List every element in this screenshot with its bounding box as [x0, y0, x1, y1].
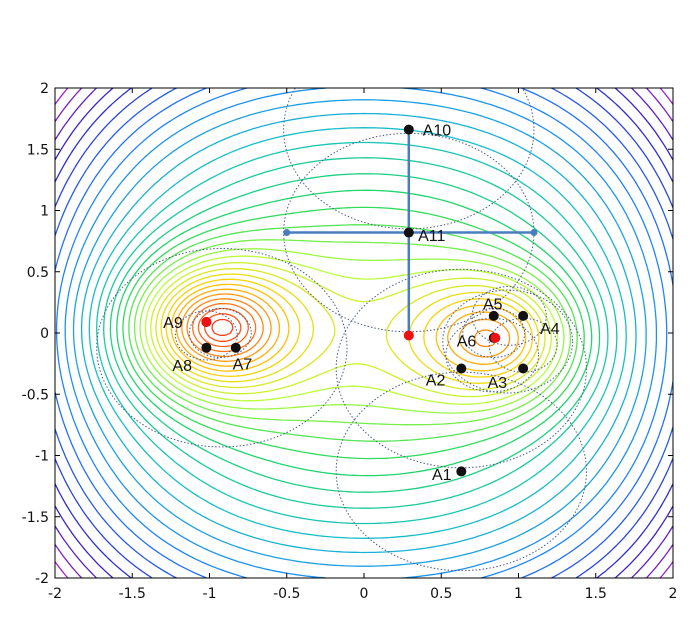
- x-tick-label: 0: [360, 586, 369, 602]
- contour-level-28: [55, 88, 673, 578]
- point-a10: [403, 124, 414, 135]
- y-tick-label: 0.5: [27, 265, 49, 281]
- y-tick-label: 2: [40, 81, 49, 97]
- dotted-circle-1: [283, 88, 535, 230]
- contour-level-2: [204, 313, 242, 342]
- contour-level-18: [116, 189, 593, 477]
- point-label-a9: A9: [163, 315, 183, 332]
- contour-level-7: [175, 288, 519, 367]
- x-tick-label: -1.5: [119, 586, 146, 602]
- data-points: A1 A2 A3 A4 A5 A6 A7 A8 A9 A10 A11: [163, 123, 560, 484]
- point-label-a2: A2: [426, 373, 446, 390]
- point-label-a3: A3: [488, 375, 508, 392]
- y-tick-label: -1: [35, 449, 49, 465]
- dotted-circle-5: [96, 247, 348, 448]
- point-label-a6: A6: [457, 333, 477, 350]
- y-tick-label: -0.5: [22, 387, 49, 403]
- point-a5: [488, 310, 499, 321]
- line-endpoint-1: [283, 229, 291, 237]
- dotted-circle-8: [462, 308, 526, 358]
- axes: -2 -1.5 -1 -0.5 0 0.5 1 1.5 2 2 1.5 1 0.5 0 -0.5 -1 -1.5…: [22, 81, 678, 602]
- y-tick-label: -1.5: [22, 510, 49, 526]
- contour-level-8: [170, 283, 527, 372]
- center-point-2: [403, 330, 414, 341]
- contour-level-19: [109, 173, 601, 493]
- contour-level-29: [55, 88, 673, 578]
- dotted-circle-7: [188, 308, 252, 358]
- y-tick-label: 1: [40, 204, 49, 220]
- point-a8: [201, 342, 212, 353]
- plot-area: [55, 88, 673, 578]
- contour-level-13: [144, 255, 559, 405]
- y-tick-label: 0: [40, 326, 49, 342]
- contour-level-25: [64, 88, 658, 578]
- contour-level-9: [165, 278, 533, 378]
- x-tick-label: 0.5: [430, 586, 452, 602]
- contour-level-27: [55, 88, 673, 578]
- contour-level-23: [80, 112, 637, 554]
- line-endpoint-2: [530, 229, 538, 237]
- point-label-a10: A10: [423, 123, 452, 140]
- x-tick-label: -1: [203, 586, 217, 602]
- contour-level-34: [55, 88, 673, 578]
- dotted-circle-12: [442, 289, 574, 394]
- point-label-a7: A7: [233, 357, 253, 374]
- contour-level-26: [55, 88, 668, 578]
- point-a4: [518, 310, 529, 321]
- contour-level-32: [55, 88, 673, 578]
- point-label-a11: A11: [418, 228, 445, 245]
- contour-level-14: [139, 248, 565, 414]
- center-point-3: [490, 332, 501, 343]
- y-tick-label: -2: [35, 571, 49, 587]
- contour-level-20: [103, 157, 609, 509]
- x-tick-label: -0.5: [273, 586, 300, 602]
- contour-level-1: [211, 318, 234, 336]
- point-a7: [230, 342, 241, 353]
- x-tick-label: 1.5: [585, 586, 607, 602]
- center-point-1: [201, 316, 212, 327]
- contour-level-10: [160, 273, 540, 384]
- point-label-a5: A5: [483, 297, 503, 314]
- contour-level-22: [88, 127, 627, 539]
- contour-level-30: [55, 88, 673, 578]
- contour-level-31: [55, 88, 673, 578]
- point-a3: [518, 363, 529, 374]
- point-a11: [403, 227, 414, 238]
- x-tick-label: 1: [514, 586, 523, 602]
- contour-lines: [55, 88, 673, 578]
- contour-level-21: [96, 141, 618, 525]
- contour-level-5: [186, 298, 498, 358]
- y-tick-label: 1.5: [27, 142, 49, 158]
- point-a2: [456, 363, 467, 374]
- contour-level-24: [72, 99, 647, 567]
- point-label-a8: A8: [172, 358, 192, 375]
- point-a1: [456, 466, 467, 477]
- contour-level-33: [55, 88, 673, 578]
- point-label-a4: A4: [540, 321, 560, 338]
- point-label-a1: A1: [432, 467, 452, 484]
- dotted-circle-3: [335, 268, 587, 469]
- x-tick-label: -2: [48, 586, 62, 602]
- x-tick-label: 2: [669, 586, 678, 602]
